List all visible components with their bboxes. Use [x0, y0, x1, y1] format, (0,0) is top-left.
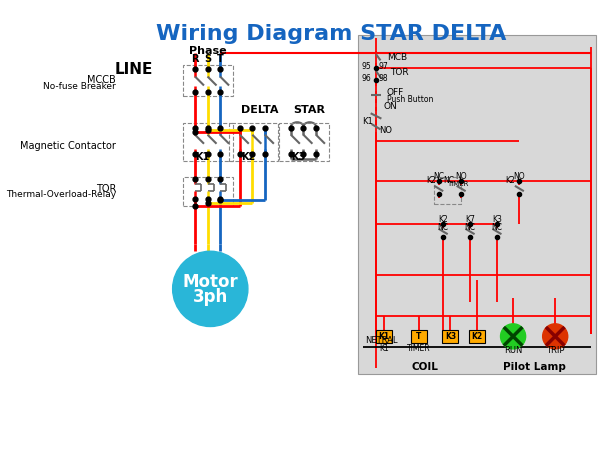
Bar — [358, 35, 596, 374]
Text: K2: K2 — [427, 176, 436, 185]
Text: No-fuse Breaker: No-fuse Breaker — [43, 82, 116, 91]
Text: Pilot Lamp: Pilot Lamp — [503, 362, 566, 372]
Text: ON: ON — [383, 103, 397, 112]
Text: K1: K1 — [379, 332, 389, 341]
Bar — [411, 330, 427, 342]
Text: K1: K1 — [379, 343, 389, 352]
Text: Thermal-Overload-Relay: Thermal-Overload-Relay — [6, 190, 116, 199]
Text: NETRAL: NETRAL — [365, 336, 398, 345]
Text: K2: K2 — [472, 332, 483, 341]
Text: NC: NC — [438, 223, 449, 232]
Text: K2: K2 — [506, 176, 515, 185]
Text: K3: K3 — [291, 152, 305, 162]
Text: NO: NO — [455, 172, 467, 181]
Text: K1: K1 — [362, 117, 373, 126]
Bar — [184, 177, 233, 206]
Text: T: T — [217, 54, 223, 63]
Text: 96: 96 — [362, 74, 371, 83]
Bar — [229, 123, 278, 161]
Text: STAR: STAR — [293, 105, 325, 115]
Text: T: T — [416, 332, 422, 341]
Text: LINE: LINE — [115, 62, 153, 77]
Text: TIMER: TIMER — [407, 343, 431, 352]
Bar — [184, 65, 233, 96]
Circle shape — [500, 324, 526, 349]
Text: 3ph: 3ph — [193, 288, 228, 306]
Text: K7: K7 — [465, 216, 475, 225]
Text: COIL: COIL — [412, 362, 439, 372]
Text: 97: 97 — [379, 62, 388, 71]
Text: RUN: RUN — [504, 346, 522, 355]
Bar — [434, 177, 461, 204]
Bar — [184, 123, 233, 161]
Text: TIMER: TIMER — [447, 181, 468, 187]
Text: NC: NC — [491, 223, 502, 232]
Text: K2: K2 — [242, 152, 256, 162]
Text: OFF: OFF — [387, 88, 404, 97]
Circle shape — [173, 251, 248, 327]
Text: 95: 95 — [362, 62, 371, 71]
Text: NC: NC — [433, 172, 444, 181]
Text: NO: NO — [380, 126, 392, 135]
Text: K2: K2 — [439, 216, 448, 225]
Circle shape — [542, 324, 568, 349]
Bar — [469, 330, 485, 342]
Text: S: S — [204, 54, 211, 63]
Text: MCCB: MCCB — [88, 75, 116, 85]
Text: Wiring Diagram STAR DELTA: Wiring Diagram STAR DELTA — [156, 23, 506, 44]
Bar — [442, 330, 458, 342]
Text: Magnetic Contactor: Magnetic Contactor — [20, 140, 116, 150]
Text: NC: NC — [443, 176, 454, 185]
Text: Motor: Motor — [182, 273, 238, 291]
Text: MCB: MCB — [387, 53, 407, 62]
Text: 98: 98 — [379, 74, 388, 83]
Text: NC: NC — [464, 223, 476, 232]
Text: TOR: TOR — [391, 68, 409, 77]
Text: Phase: Phase — [189, 46, 226, 56]
Text: K3: K3 — [492, 216, 502, 225]
Text: R: R — [191, 54, 199, 63]
Text: K3: K3 — [445, 332, 456, 341]
Text: K1: K1 — [195, 152, 209, 162]
Text: TOR: TOR — [96, 184, 116, 194]
Text: TRIP: TRIP — [546, 346, 565, 355]
Bar — [376, 330, 392, 342]
Bar — [279, 123, 329, 161]
Text: Push Button: Push Button — [387, 95, 433, 104]
Text: NO: NO — [514, 172, 525, 181]
Text: DELTA: DELTA — [241, 105, 278, 115]
